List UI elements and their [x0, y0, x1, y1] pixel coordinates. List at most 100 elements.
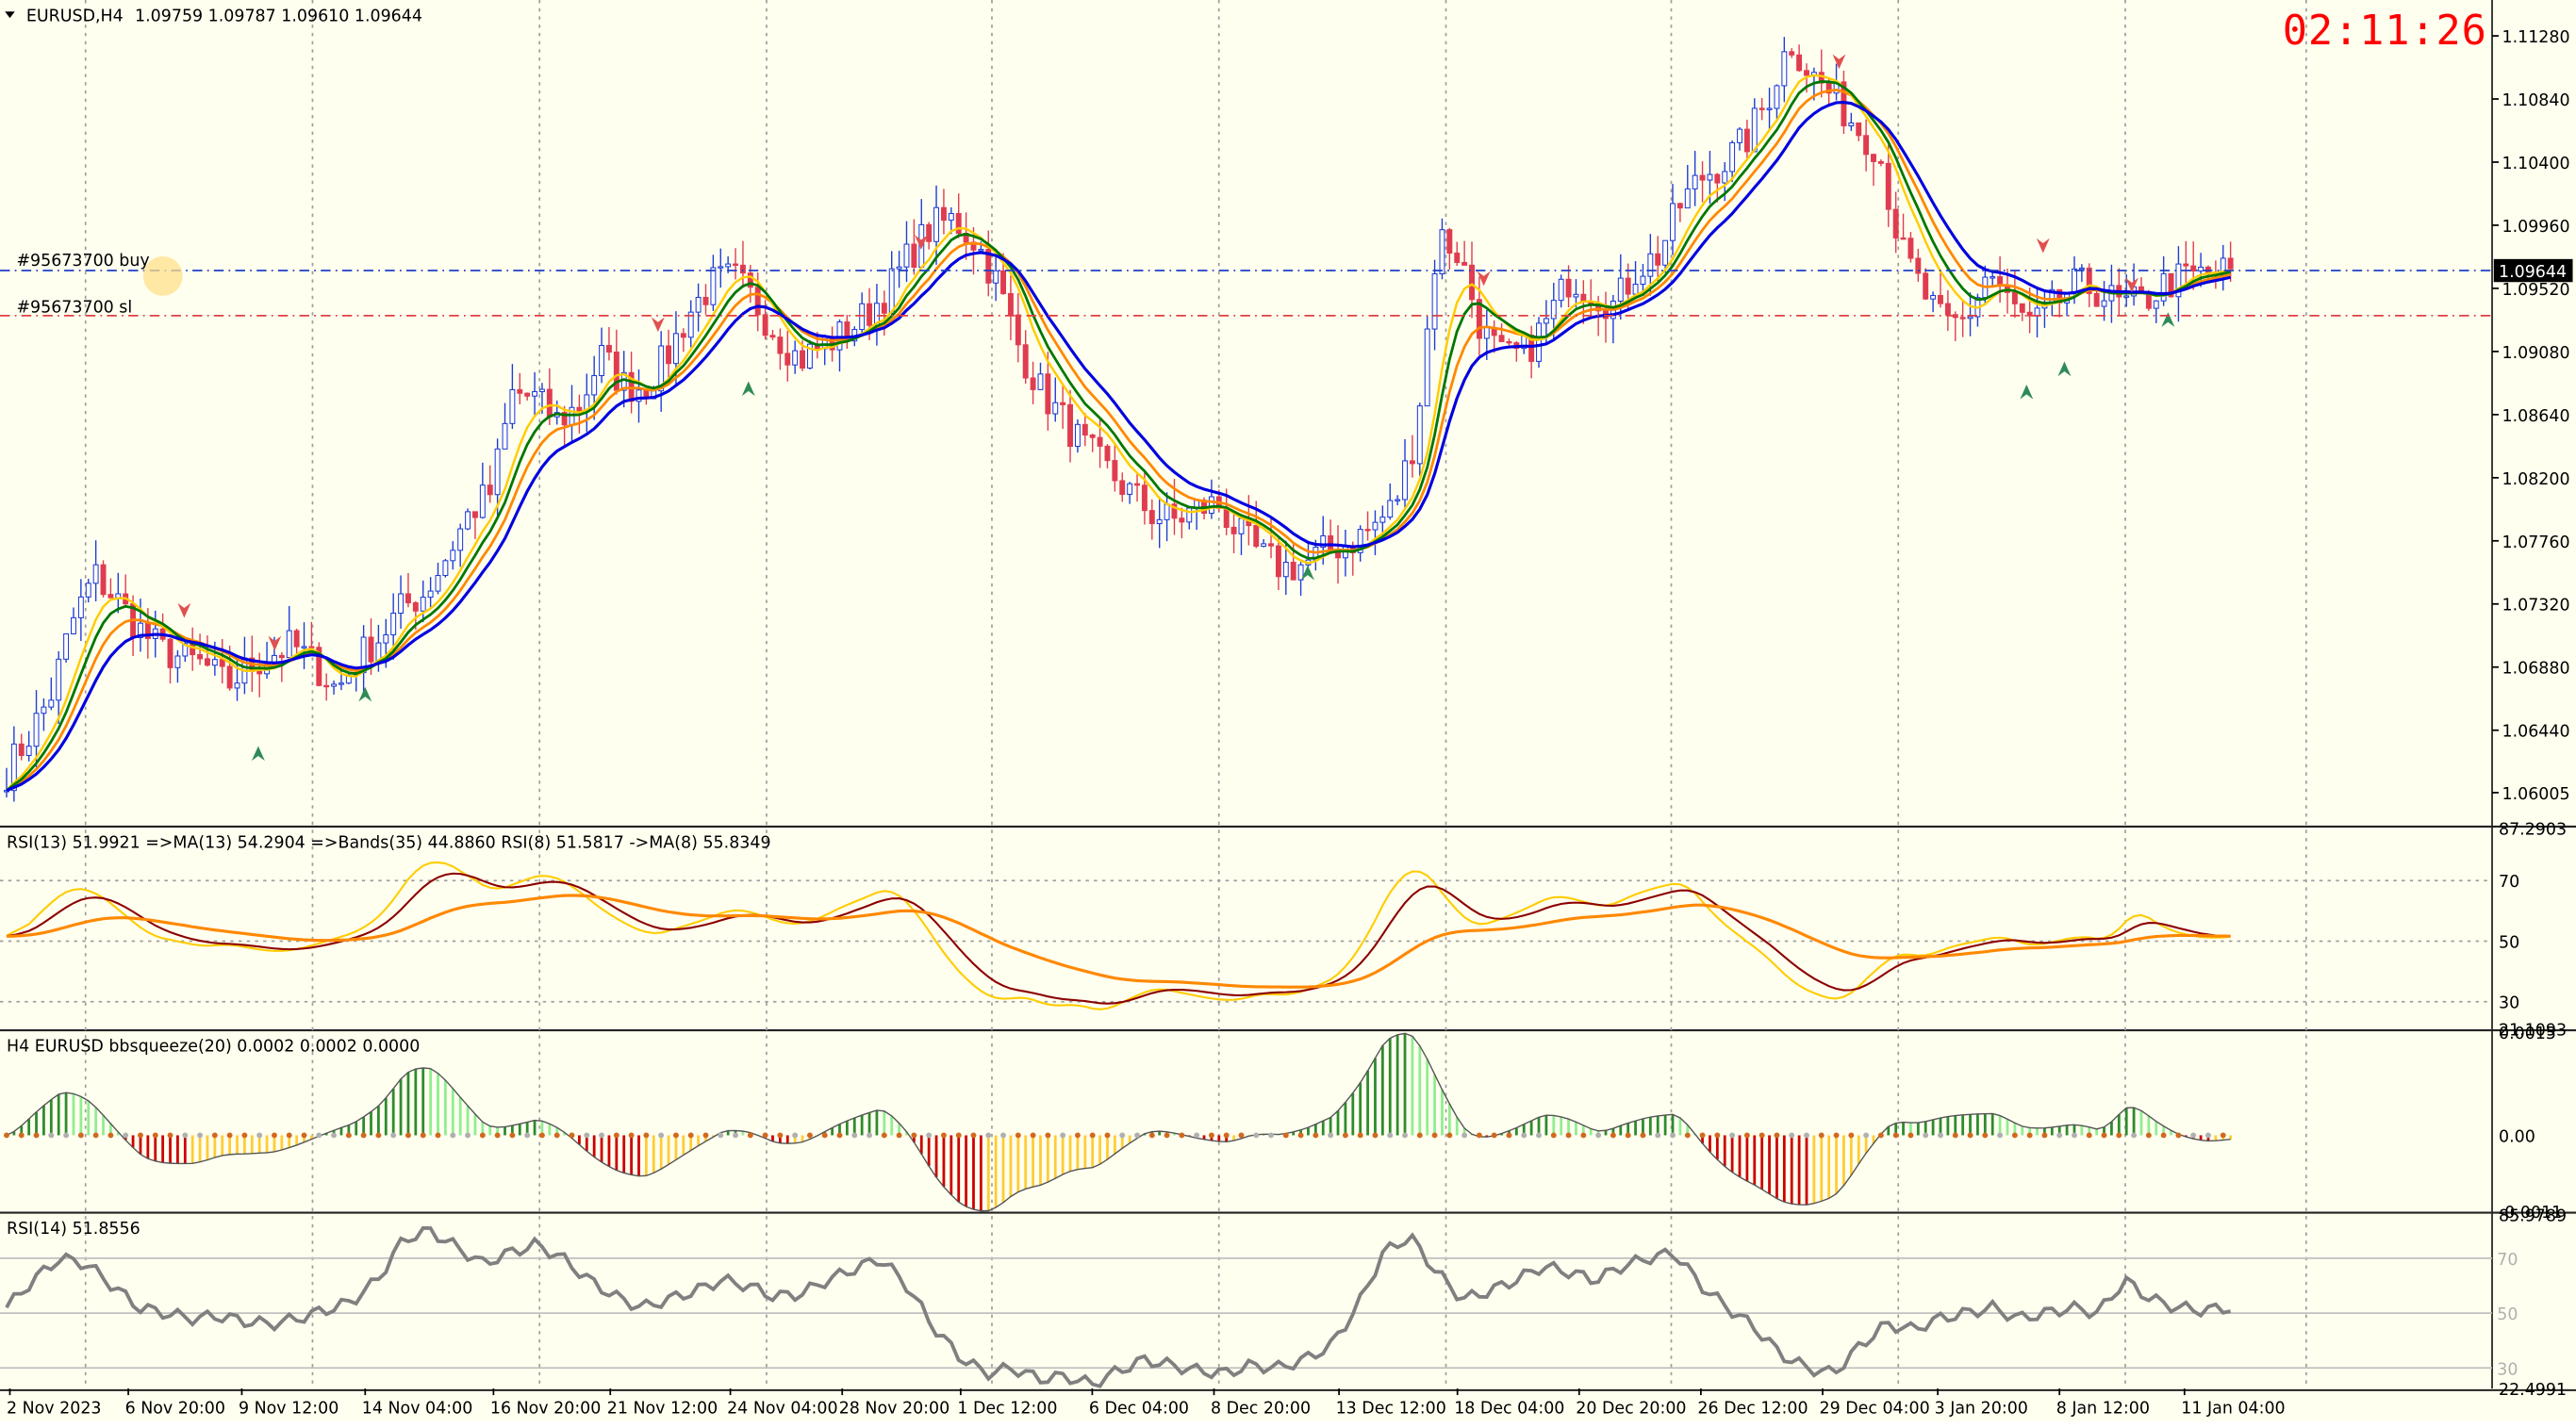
price-tick-label: 1.06005 — [2502, 785, 2569, 804]
candle-bull — [1372, 521, 1379, 531]
candle-bull — [48, 699, 55, 708]
squeeze-dot — [241, 1132, 248, 1139]
candle-bear — [1253, 525, 1260, 548]
candle-bear — [1714, 173, 1721, 184]
squeeze-dot — [1119, 1132, 1126, 1139]
time-axis-label: 26 Dec 12:00 — [1697, 1399, 1808, 1418]
candle-bull — [1751, 107, 1758, 153]
squeeze-dot — [867, 1132, 873, 1139]
squeeze-dot — [2190, 1132, 2197, 1139]
candle-bear — [762, 314, 768, 336]
squeeze-dot — [1550, 1132, 1557, 1139]
sell-arrow-icon — [2124, 277, 2138, 293]
candle-bear — [1268, 543, 1274, 547]
squeeze-dot — [1818, 1132, 1825, 1139]
squeeze-dot — [301, 1132, 307, 1139]
squeeze-dot — [1461, 1132, 1468, 1139]
squeeze-dot — [1208, 1132, 1214, 1139]
candle-bear — [733, 263, 739, 266]
squeeze-dot — [1595, 1132, 1602, 1139]
candle-bull — [718, 266, 724, 269]
squeeze-dot — [509, 1132, 516, 1139]
candle-bull — [1379, 517, 1386, 523]
candle-bull — [182, 643, 189, 657]
candle-bull — [286, 630, 292, 659]
candle-bull — [532, 390, 538, 397]
candle-bear — [487, 484, 493, 496]
candle-bull — [933, 206, 940, 242]
candle-bear — [1067, 403, 1073, 448]
price-tick-label: 1.08640 — [2502, 407, 2569, 426]
candle-bull — [390, 613, 397, 636]
rsi14-label: RSI(14) 51.8556 — [7, 1220, 140, 1239]
candle-bear — [2168, 272, 2174, 298]
candle-bull — [1483, 326, 1490, 339]
candle-bull — [1774, 85, 1780, 109]
time-axis-label: 14 Nov 04:00 — [362, 1399, 472, 1418]
candle-bull — [383, 633, 389, 644]
candle-bear — [2093, 292, 2100, 307]
candle-bull — [1550, 300, 1557, 320]
time-axis-label: 13 Dec 12:00 — [1336, 1399, 1446, 1418]
squeeze-dot — [316, 1132, 322, 1139]
candle-bear — [1959, 317, 1966, 320]
squeeze-dot — [881, 1132, 887, 1139]
candle-bear — [1328, 534, 1334, 550]
candle-bear — [1022, 344, 1029, 379]
squeeze-dot — [197, 1132, 204, 1139]
squeeze-dot — [435, 1132, 441, 1139]
squeeze-dot — [1000, 1132, 1007, 1139]
squeeze-dot — [1342, 1132, 1348, 1139]
candle-bear — [1907, 238, 1914, 259]
candle-bull — [599, 344, 605, 377]
squeeze-dot — [1684, 1132, 1691, 1139]
candle-bull — [1737, 128, 1742, 143]
squeeze-dot — [479, 1132, 486, 1139]
squeeze-dot — [926, 1132, 933, 1139]
candle-bear — [1923, 272, 1929, 300]
squeeze-dot — [345, 1132, 352, 1139]
squeeze-dot — [1313, 1132, 1319, 1139]
squeeze-dot — [777, 1132, 784, 1139]
time-axis-label: 1 Dec 12:00 — [957, 1399, 1057, 1418]
candle-bear — [308, 646, 315, 648]
candle-bull — [792, 350, 799, 366]
squeeze-dot — [2011, 1132, 2018, 1139]
time-axis-label: 3 Jan 20:00 — [1935, 1399, 2028, 1418]
candle-bull — [1238, 517, 1245, 534]
sell-arrow-icon — [651, 317, 665, 333]
squeeze-dot — [1089, 1132, 1096, 1139]
candle-bear — [1275, 545, 1281, 578]
squeeze-dot — [911, 1132, 917, 1139]
squeeze-dot — [1774, 1132, 1780, 1139]
squeeze-dot — [628, 1132, 635, 1139]
candle-bull — [1558, 278, 1564, 302]
price-tick-label: 1.06440 — [2502, 723, 2569, 742]
time-axis-label: 20 Dec 20:00 — [1576, 1399, 1686, 1418]
triangle-down-icon[interactable] — [5, 11, 15, 19]
candle-bear — [1565, 278, 1572, 298]
candle-bear — [1506, 340, 1512, 344]
candle-bull — [2078, 267, 2085, 271]
squeeze-dot — [569, 1132, 575, 1139]
candle-bull — [888, 268, 895, 314]
squeeze-dot — [92, 1132, 99, 1139]
squeeze-dot — [524, 1132, 531, 1139]
candle-bear — [1938, 294, 1943, 304]
candle-bear — [18, 743, 25, 757]
candle-bear — [911, 243, 917, 268]
time-axis-label: 6 Dec 04:00 — [1089, 1399, 1189, 1418]
candle-bull — [1848, 122, 1855, 127]
candle-bull — [1357, 529, 1363, 553]
squeeze-dot — [2131, 1132, 2138, 1139]
squeeze-dot — [1863, 1132, 1870, 1139]
candle-bear — [1676, 203, 1683, 209]
drag-handle-icon[interactable] — [142, 255, 183, 296]
candle-bear — [1082, 423, 1088, 436]
candle-bull — [1967, 316, 1973, 320]
candle-bear — [1179, 517, 1185, 523]
candle-bull — [1052, 402, 1059, 415]
candle-bull — [1707, 173, 1713, 181]
